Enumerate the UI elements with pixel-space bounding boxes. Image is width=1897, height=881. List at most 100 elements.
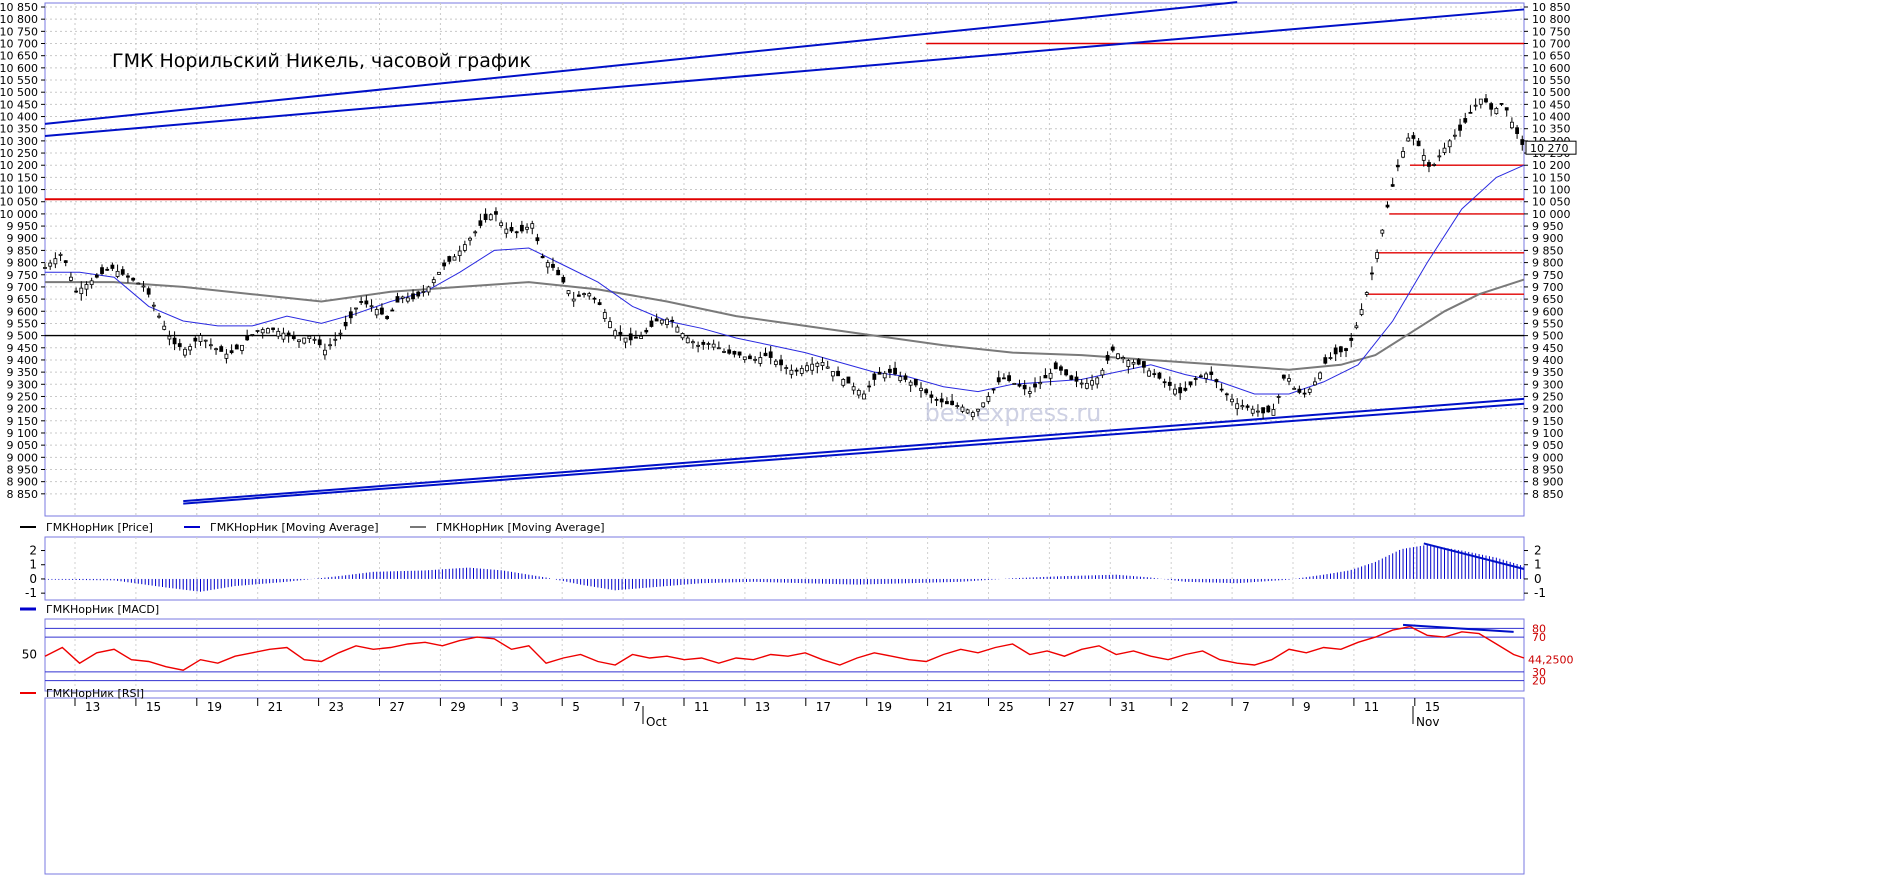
candle-body (219, 346, 224, 352)
candle-body (1307, 388, 1312, 393)
y-tick-label-left: 10 650 (0, 50, 38, 63)
y-tick-label-left: 10 600 (0, 62, 38, 75)
candle-body (1281, 374, 1286, 379)
candle-body (89, 280, 94, 286)
y-tick-label-left: 9 900 (7, 232, 39, 245)
candle-body (1152, 373, 1157, 375)
candle-body (1038, 382, 1043, 385)
y-tick-label-left: 9 350 (7, 366, 39, 379)
candle-body (1017, 384, 1022, 387)
candle-body (597, 302, 602, 305)
macd-tick-label-right: 1 (1534, 558, 1542, 572)
candle-body (1292, 387, 1297, 390)
candle-body (789, 369, 794, 375)
candle-body (576, 294, 581, 297)
candle-body (691, 341, 695, 344)
candle-body (1349, 337, 1354, 341)
candle-body (1027, 391, 1032, 394)
y-tick-label-left: 10 750 (0, 25, 38, 38)
candle-body (602, 312, 607, 319)
candle-body (742, 356, 747, 360)
y-tick-label-right: 9 700 (1532, 281, 1564, 294)
candle-body (214, 348, 218, 351)
time-day-label: 31 (1120, 700, 1135, 714)
candle-body (385, 316, 390, 319)
macd-histogram (44, 544, 1525, 592)
macd-tick-label-right: 0 (1534, 572, 1542, 586)
candle-body (120, 269, 125, 275)
candle-body (203, 339, 208, 342)
candle-body (260, 329, 265, 334)
candle-body (1437, 155, 1442, 158)
candle-body (141, 285, 146, 288)
y-tick-label-left: 9 000 (7, 451, 39, 464)
candle-body (965, 409, 970, 414)
candle-body (1395, 164, 1400, 168)
candle-body (805, 365, 809, 372)
trend-line (183, 397, 1525, 503)
candle-body (1002, 377, 1006, 380)
candle-body (934, 398, 939, 401)
candle-body (115, 270, 120, 277)
candle-body (307, 335, 312, 340)
candle-body (1515, 127, 1519, 134)
candle-body (338, 332, 343, 335)
candle-body (1276, 396, 1281, 398)
candle-body (157, 315, 161, 318)
macd-tick-label-right: 2 (1534, 544, 1542, 558)
candle-body (1406, 137, 1411, 142)
candle-body (1230, 398, 1234, 403)
y-tick-label-left: 9 250 (7, 390, 39, 403)
candle-body (862, 393, 866, 400)
time-day-label: 21 (268, 700, 283, 714)
candle-body (364, 300, 369, 305)
candle-body (1178, 387, 1183, 394)
candle-body (1069, 375, 1074, 380)
candle-body (240, 344, 244, 351)
candle-body (711, 343, 716, 348)
candle-body (333, 338, 338, 341)
candle-body (509, 227, 514, 232)
candle-body (753, 358, 758, 361)
candle-body (1240, 405, 1245, 408)
candle-body (924, 389, 929, 394)
candle-body (1380, 229, 1385, 234)
y-tick-label-right: 9 250 (1532, 390, 1564, 403)
candle-body (1162, 381, 1167, 384)
price-panel-frame (44, 2, 1525, 517)
candle-body (945, 401, 949, 405)
y-tick-label-right: 10 700 (1532, 38, 1571, 51)
rsi-panel-frame (44, 618, 1525, 692)
candle-body (105, 268, 110, 271)
y-tick-label-left: 10 250 (0, 147, 38, 160)
candle-body (571, 298, 576, 302)
candle-body (79, 287, 84, 295)
candle-body (1022, 384, 1027, 390)
candle-body (494, 211, 498, 215)
candle-body (1095, 377, 1100, 385)
time-day-label: 19 (207, 700, 222, 714)
candle-body (1354, 325, 1359, 329)
candle-body (587, 293, 592, 297)
candle-body (234, 344, 239, 350)
candle-body (94, 274, 99, 278)
time-day-label: 29 (450, 700, 465, 714)
time-day-label: 17 (816, 700, 831, 714)
candle-body (1199, 375, 1203, 378)
candle-body (504, 228, 509, 234)
candle-body (1375, 252, 1380, 259)
candle-body (639, 335, 643, 339)
candle-body (323, 349, 327, 356)
y-tick-label-left: 8 850 (7, 488, 39, 501)
macd-panel-frame (44, 536, 1525, 601)
candle-body (1188, 381, 1193, 386)
y-tick-label-left: 9 400 (7, 354, 39, 367)
candle-body (929, 394, 934, 398)
y-tick-label-left: 10 350 (0, 123, 38, 136)
candle-body (628, 333, 633, 341)
time-day-label: 21 (938, 700, 953, 714)
y-tick-label-right: 10 400 (1532, 111, 1571, 124)
candle-body (919, 387, 923, 391)
y-tick-label-right: 8 850 (1532, 488, 1564, 501)
candle-body (328, 344, 332, 347)
